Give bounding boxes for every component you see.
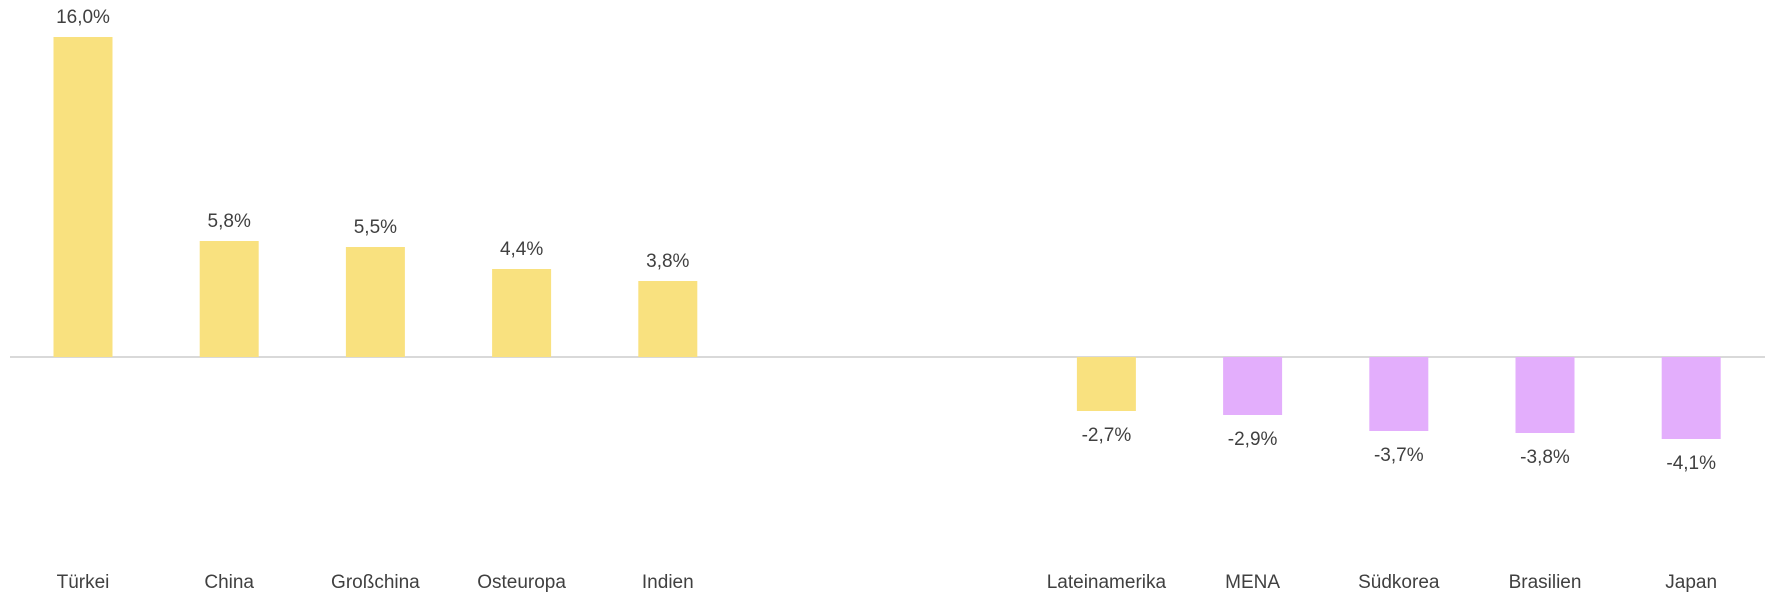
bar-brasilien [1515, 357, 1575, 433]
category-label-lateinamerika: Lateinamerika [1047, 572, 1167, 593]
value-label-china: 5,8% [208, 211, 251, 232]
bar-japan [1661, 357, 1721, 439]
bar-mena [1223, 357, 1283, 415]
value-label-japan: -4,1% [1666, 453, 1716, 474]
category-label-indien: Indien [642, 572, 694, 593]
value-label-indien: 3,8% [646, 251, 689, 272]
category-label-china: China [204, 572, 254, 593]
value-label-osteuropa: 4,4% [500, 239, 543, 260]
bar-indien [638, 281, 698, 357]
value-label-mena: -2,9% [1228, 429, 1278, 450]
value-label-türkei: 16,0% [56, 7, 110, 28]
bar-südkorea [1369, 357, 1429, 431]
bar-großchina [345, 247, 405, 357]
value-label-großchina: 5,5% [354, 217, 397, 238]
category-label-türkei: Türkei [57, 572, 110, 593]
value-label-lateinamerika: -2,7% [1082, 425, 1132, 446]
bar-lateinamerika [1076, 357, 1136, 411]
category-label-brasilien: Brasilien [1509, 572, 1582, 593]
category-label-japan: Japan [1665, 572, 1717, 593]
value-label-brasilien: -3,8% [1520, 447, 1570, 468]
bar-china [199, 241, 259, 357]
category-label-großchina: Großchina [331, 572, 420, 593]
category-label-mena: MENA [1225, 572, 1280, 593]
bar-türkei [53, 37, 113, 357]
category-label-osteuropa: Osteuropa [477, 572, 566, 593]
bar-osteuropa [492, 269, 552, 357]
value-label-südkorea: -3,7% [1374, 445, 1424, 466]
category-label-südkorea: Südkorea [1358, 572, 1440, 593]
